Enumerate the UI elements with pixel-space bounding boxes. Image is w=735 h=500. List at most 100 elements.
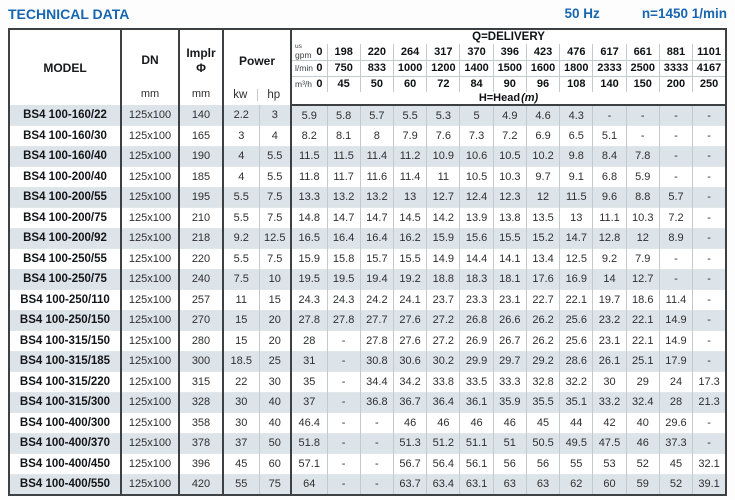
head-value-cell: 5.7	[659, 186, 694, 208]
head-value-cell: 64	[291, 473, 328, 495]
impeller-cell: 190	[179, 145, 224, 167]
power-hp-cell: 40	[259, 412, 293, 433]
head-value-cell: 36.8	[360, 391, 394, 413]
flow-value-header: 150	[626, 76, 660, 92]
flow-value-header: 96	[526, 76, 561, 92]
flow-value-header: 833	[360, 60, 394, 77]
dn-cell: 125x100	[121, 166, 180, 187]
head-value-cell: 15.2	[526, 227, 561, 249]
head-value-cell: 26.2	[526, 309, 561, 331]
head-value-cell: 34.2	[393, 371, 428, 392]
power-kw-cell: 3	[223, 125, 260, 146]
head-value-cell: 4.6	[526, 105, 561, 126]
head-value-cell: 11.2	[393, 145, 428, 167]
head-value-cell: 53	[592, 453, 627, 474]
head-value-cell: 44	[559, 412, 594, 433]
head-value-cell: 18.8	[426, 268, 461, 290]
head-value-cell: -	[360, 432, 394, 454]
head-value-cell: 10.2	[526, 145, 561, 167]
flow-value-header: 1200	[426, 60, 461, 77]
head-value-cell: 26.2	[526, 330, 561, 351]
head-value-cell: 8.8	[626, 186, 660, 208]
head-value-cell: 9.7	[526, 166, 561, 187]
head-value-cell: -	[360, 453, 394, 474]
power-hp-cell: 50	[259, 432, 293, 454]
head-value-cell: -	[626, 125, 660, 146]
head-value-cell: 15.5	[393, 248, 428, 269]
table-row: BS4 100-400/450 125x100 396 45 60 57.1- -56.7 5…	[9, 453, 726, 474]
power-kw-cell: 37	[223, 432, 260, 454]
head-value-cell: 17.9	[659, 350, 694, 372]
head-value-cell: 46	[493, 412, 527, 433]
flow-value-header: 220	[360, 44, 394, 61]
head-value-cell: 19.5	[327, 268, 361, 290]
head-value-cell: -	[692, 125, 726, 146]
head-value-cell: 24.3	[291, 289, 328, 310]
head-value-cell: -	[659, 248, 694, 269]
model-cell: BS4 100-315/185	[9, 350, 122, 372]
power-hp-cell: 60	[259, 453, 293, 474]
head-value-cell: 11.4	[659, 289, 694, 310]
head-value-cell: 26.7	[493, 330, 527, 351]
head-value-cell: 12.5	[559, 248, 594, 269]
dn-cell: 125x100	[121, 371, 180, 392]
flow-value-header: 396	[493, 44, 527, 61]
table-row: BS4 100-200/55 125x100 195 5.5 7.5 13.3 13.2 13…	[9, 186, 726, 208]
head-value-cell: 5.5	[393, 105, 428, 126]
power-kw-cell: 45	[223, 453, 260, 474]
power-hp-cell: 7.5	[259, 207, 293, 228]
head-value-cell: -	[327, 330, 361, 351]
head-value-cell: 19.2	[393, 268, 428, 290]
model-cell: BS4 100-250/75	[9, 268, 122, 290]
head-value-cell: 11.6	[360, 166, 394, 187]
head-value-cell: 19.7	[592, 289, 627, 310]
head-value-cell: 12	[526, 186, 561, 208]
head-value-cell: 32.2	[559, 371, 594, 392]
head-value-cell: 51.8	[291, 432, 328, 454]
flow-value-header: 1800	[559, 60, 594, 77]
head-value-cell: 12	[626, 227, 660, 249]
header-row-head: H=Head(m)	[9, 92, 726, 106]
head-value-cell: 13	[559, 207, 594, 228]
head-value-cell: 24	[659, 371, 694, 392]
dn-cell: 125x100	[121, 289, 180, 310]
power-hp-cell: 20	[259, 330, 293, 351]
head-value-cell: 56	[526, 453, 561, 474]
head-value-cell: 25.6	[559, 330, 594, 351]
head-value-cell: -	[707, 109, 711, 122]
impeller-cell: 270	[179, 309, 224, 331]
head-value-cell: 16.4	[360, 227, 394, 249]
head-value-cell: 26.9	[459, 330, 494, 351]
table-row: BS4 100-250/150 125x100 270 15 20 27.8 27.8 27.…	[9, 309, 726, 331]
head-value-cell: 46	[426, 412, 461, 433]
head-value-cell: 27.6	[393, 309, 428, 331]
head-value-cell: 45	[659, 453, 694, 474]
head-value-cell: 15.9	[291, 248, 328, 269]
dn-cell: 125x100	[121, 412, 180, 433]
head-value-cell: 10.9	[426, 145, 461, 167]
impeller-cell: 165	[179, 125, 224, 146]
head-value-cell: 45	[526, 412, 561, 433]
impeller-cell: 195	[179, 186, 224, 208]
head-value-cell: 5.1	[592, 125, 627, 146]
head-value-cell: 47.5	[592, 432, 627, 454]
head-value-cell: 21.3	[692, 391, 726, 413]
head-value-cell: 31	[291, 350, 328, 372]
frequency-label: 50 Hz	[564, 6, 600, 21]
head-value-cell: 26.1	[592, 350, 627, 372]
head-value-cell: 52	[626, 453, 660, 474]
head-value-cell: 7.2	[493, 125, 527, 146]
head-value-cell: 39.1	[692, 473, 726, 495]
power-hp-cell: 5.5	[259, 166, 293, 187]
head-value-cell: 51	[493, 432, 527, 454]
flow-zero-value: 0	[316, 45, 323, 58]
flow-value-header: 72	[426, 76, 461, 92]
head-value-cell: 10.3	[493, 166, 527, 187]
head-value-cell: 13	[393, 186, 428, 208]
head-value-cell: 36.1	[459, 391, 494, 413]
flow-value-header: 423	[526, 44, 561, 61]
head-value-cell: 11.5	[559, 186, 594, 208]
head-value-cell: 16.4	[327, 227, 361, 249]
head-value-cell: -	[692, 207, 726, 228]
power-hp-cell: 7.5	[259, 186, 293, 208]
